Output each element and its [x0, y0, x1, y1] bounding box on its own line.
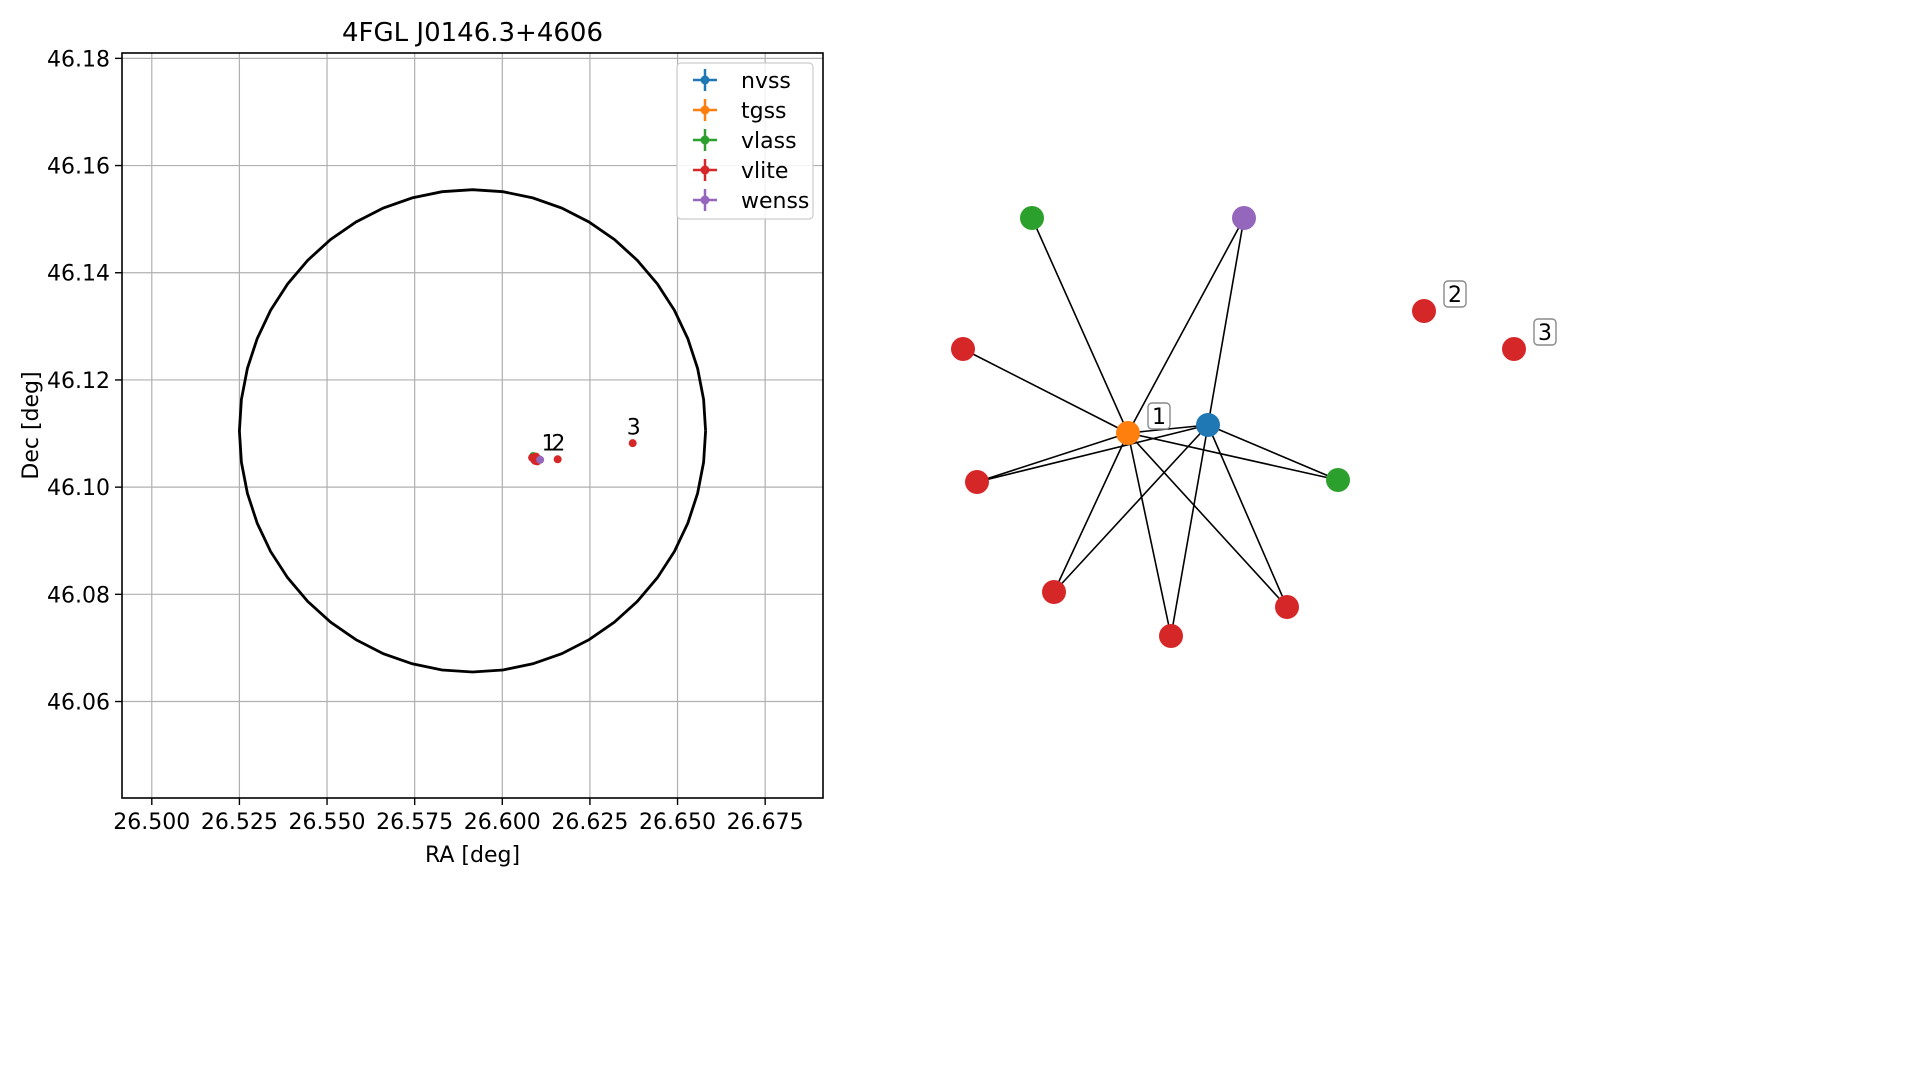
network-edge — [1127, 432, 1288, 608]
legend-marker-dot — [700, 75, 710, 85]
node-nvss — [1196, 413, 1220, 437]
network-nodes — [951, 206, 1526, 648]
x-tick-label: 26.500 — [113, 810, 190, 835]
legend-label: vlite — [741, 159, 788, 184]
legend-entry-vlite: vlite — [693, 159, 788, 184]
network-edge — [1127, 432, 1339, 481]
network-edge — [1207, 217, 1245, 426]
point-vlite — [628, 439, 637, 448]
x-axis-ticks: 26.500 26.525 26.550 26.575 26.600 26.625 26.6… — [113, 798, 804, 835]
point-annotations: 12 3 — [542, 416, 641, 457]
network-edge — [1127, 217, 1245, 434]
x-tick-label: 26.575 — [376, 810, 453, 835]
node-label-text: 2 — [1448, 283, 1462, 308]
legend-marker-dot — [700, 195, 710, 205]
y-tick-label: 46.18 — [47, 47, 110, 72]
network-edge — [1031, 217, 1129, 434]
node-label-box — [1147, 402, 1171, 430]
network-edge — [1053, 424, 1209, 593]
y-tick-label: 46.08 — [47, 583, 110, 608]
y-tick-label: 46.14 — [47, 262, 110, 287]
node-wenss — [1232, 206, 1256, 230]
point-vlite — [553, 455, 562, 464]
x-tick-label: 26.650 — [639, 810, 716, 835]
annotation-3: 3 — [627, 416, 641, 441]
legend: nvss tgss vlass vlite wenss — [676, 62, 814, 220]
node-vlite-e — [1275, 595, 1299, 619]
y-axis-ticks: 46.06 46.08 46.10 46.12 46.14 46.16 46.18 — [47, 47, 122, 716]
node-label-text: 3 — [1538, 321, 1552, 346]
node-vlite-3 — [1502, 337, 1526, 361]
node-vlass-a — [1020, 206, 1044, 230]
network-edge — [962, 348, 1129, 434]
annotation-2: 2 — [551, 432, 565, 457]
node-vlite-2 — [1412, 299, 1436, 323]
legend-label: nvss — [741, 69, 791, 94]
legend-marker-dot — [700, 105, 710, 115]
legend-entry-wenss: wenss — [693, 189, 809, 214]
y-tick-label: 46.10 — [47, 476, 110, 501]
x-tick-label: 26.600 — [464, 810, 541, 835]
legend-box — [676, 62, 814, 220]
legend-label: tgss — [741, 99, 787, 124]
annotation-1: 1 — [542, 432, 556, 457]
network-node-labels: 1 2 3 — [1147, 280, 1557, 430]
y-tick-label: 46.12 — [47, 369, 110, 394]
y-axis-label: Dec [deg] — [19, 371, 44, 479]
node-label-1: 1 — [1147, 402, 1171, 430]
axes-frame — [121, 52, 824, 799]
legend-label: vlass — [741, 129, 797, 154]
node-label-2: 2 — [1443, 280, 1467, 308]
y-tick-label: 46.16 — [47, 155, 110, 180]
network-edge — [1127, 432, 1172, 637]
node-label-3: 3 — [1533, 318, 1557, 346]
node-tgss — [1116, 421, 1140, 445]
network-edge — [976, 424, 1209, 483]
legend-entries: nvss tgss vlass vlite wenss — [693, 69, 809, 214]
node-label-text: 1 — [1152, 405, 1166, 430]
network-edge — [976, 432, 1129, 483]
network-edge — [1053, 432, 1129, 593]
network-edge — [1170, 424, 1209, 637]
x-tick-label: 26.625 — [551, 810, 628, 835]
network-graph: 1 2 3 — [951, 206, 1557, 648]
scatter-plot: 12 3 26.500 26.525 26.550 26.575 26.600 26.625… — [19, 18, 824, 868]
legend-marker-dot — [700, 135, 710, 145]
node-vlass-b — [1326, 468, 1350, 492]
node-vlite-d — [1159, 624, 1183, 648]
node-vlite-c — [1042, 580, 1066, 604]
x-tick-label: 26.675 — [727, 810, 804, 835]
legend-entry-nvss: nvss — [693, 69, 791, 94]
point-wenss — [536, 455, 545, 464]
legend-label: wenss — [741, 189, 809, 214]
network-edge — [1207, 424, 1339, 481]
legend-entry-tgss: tgss — [693, 99, 787, 124]
y-tick-label: 46.06 — [47, 691, 110, 716]
node-label-box — [1443, 280, 1467, 308]
source-points — [528, 439, 637, 466]
chart-title: 4FGL J0146.3+4606 — [342, 18, 603, 48]
network-edges — [962, 217, 1339, 637]
node-vlite-b — [965, 470, 989, 494]
x-tick-label: 26.525 — [201, 810, 278, 835]
uncertainty-ellipse — [237, 188, 707, 674]
x-tick-label: 26.550 — [289, 810, 366, 835]
node-label-box — [1533, 318, 1557, 346]
legend-marker-dot — [700, 165, 710, 175]
localization-ellipse — [237, 188, 707, 674]
legend-entry-vlass: vlass — [693, 129, 797, 154]
x-axis-label: RA [deg] — [425, 843, 520, 868]
network-edge — [1207, 424, 1288, 608]
node-vlite-a — [951, 337, 975, 361]
